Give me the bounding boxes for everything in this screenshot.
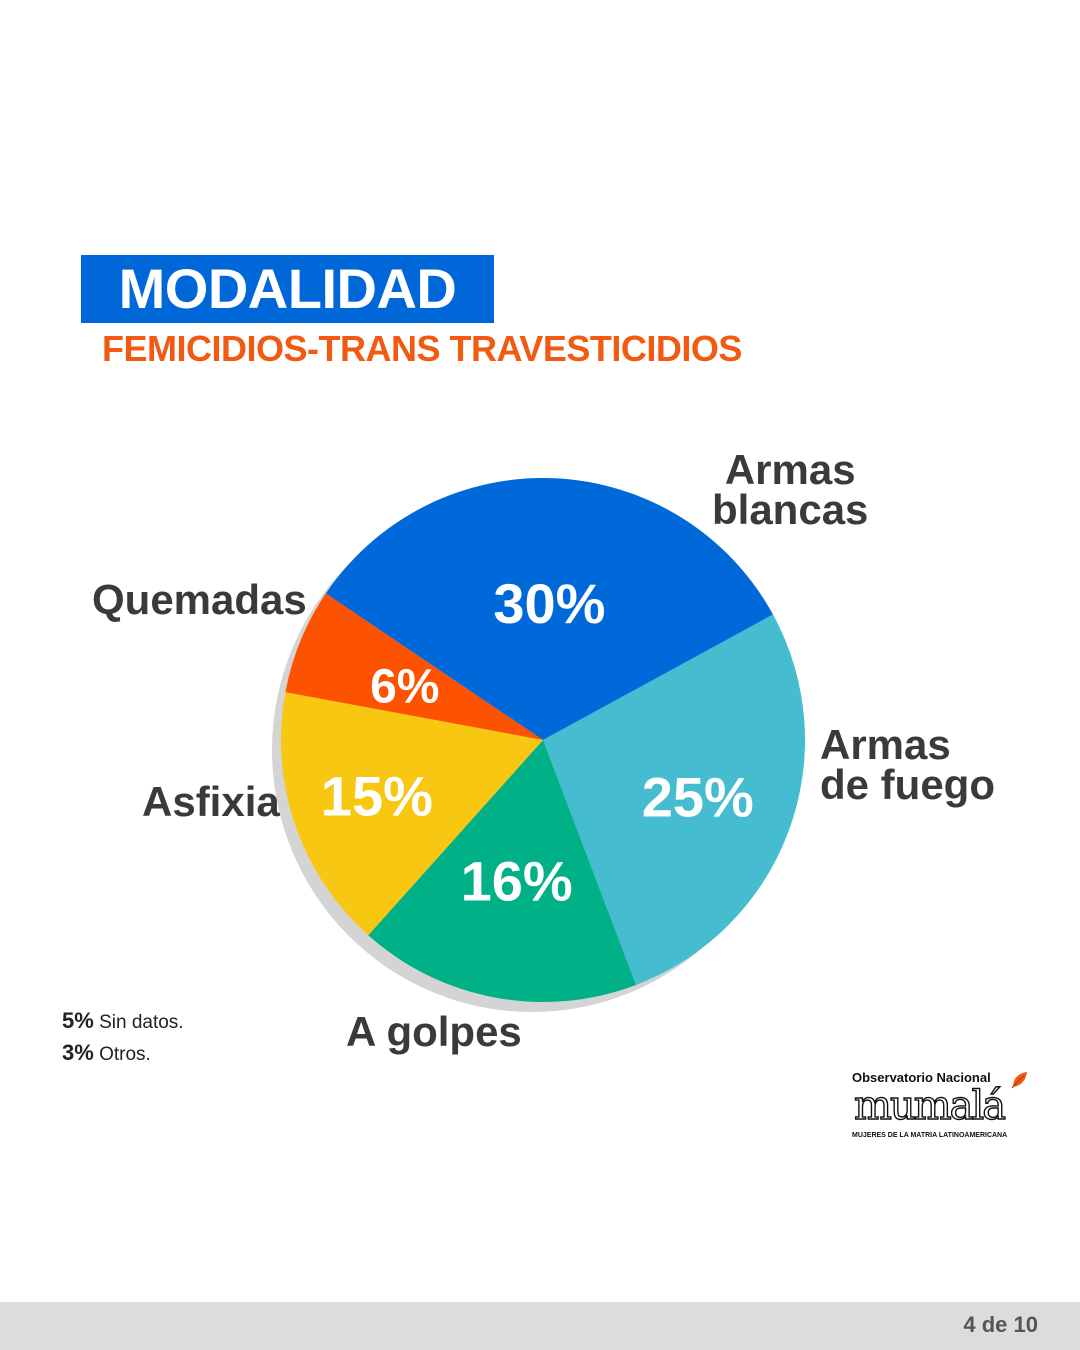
page-indicator: 4 de 10 [963, 1312, 1038, 1337]
slice-label-a-golpes: A golpes [346, 1008, 522, 1055]
page-title: MODALIDAD [81, 255, 494, 323]
value-label-a-golpes: 16% [461, 850, 573, 913]
pie-slice-a-golpes [368, 740, 636, 1003]
slice-label-asfixia: Asfixia [142, 778, 280, 825]
pie-slice-armas-blancas [325, 477, 774, 740]
pie-slice-quemadas [285, 593, 543, 740]
value-label-asfixia: 15% [321, 765, 433, 828]
leaf-icon [1011, 1072, 1027, 1089]
footer-bar: 4 de 10 [0, 1302, 1080, 1350]
note-otros: 3% Otros. [62, 1040, 151, 1065]
value-label-armas-blancas: 30% [493, 572, 605, 635]
page-subtitle: FEMICIDIOS-TRANS TRAVESTICIDIOS [102, 328, 742, 369]
slice-label-armas-blancas: Armas blancas [712, 446, 869, 533]
note-sin-datos: 5% Sin datos. [62, 1008, 184, 1033]
pie-slice-asfixia [281, 692, 543, 936]
pie-slice-armas-de-fuego [543, 614, 805, 985]
footnotes: 5% Sin datos. 3% Otros. [62, 1006, 184, 1070]
value-label-quemadas: 6% [370, 660, 439, 713]
slice-label-armas-de-fuego: Armas de fuego [820, 721, 995, 808]
value-label-armas-de-fuego: 25% [642, 765, 754, 828]
mumala-logo: Observatorio Nacional mumalá MUJERES DE … [852, 1070, 1032, 1142]
slice-label-quemadas: Quemadas [92, 576, 307, 623]
